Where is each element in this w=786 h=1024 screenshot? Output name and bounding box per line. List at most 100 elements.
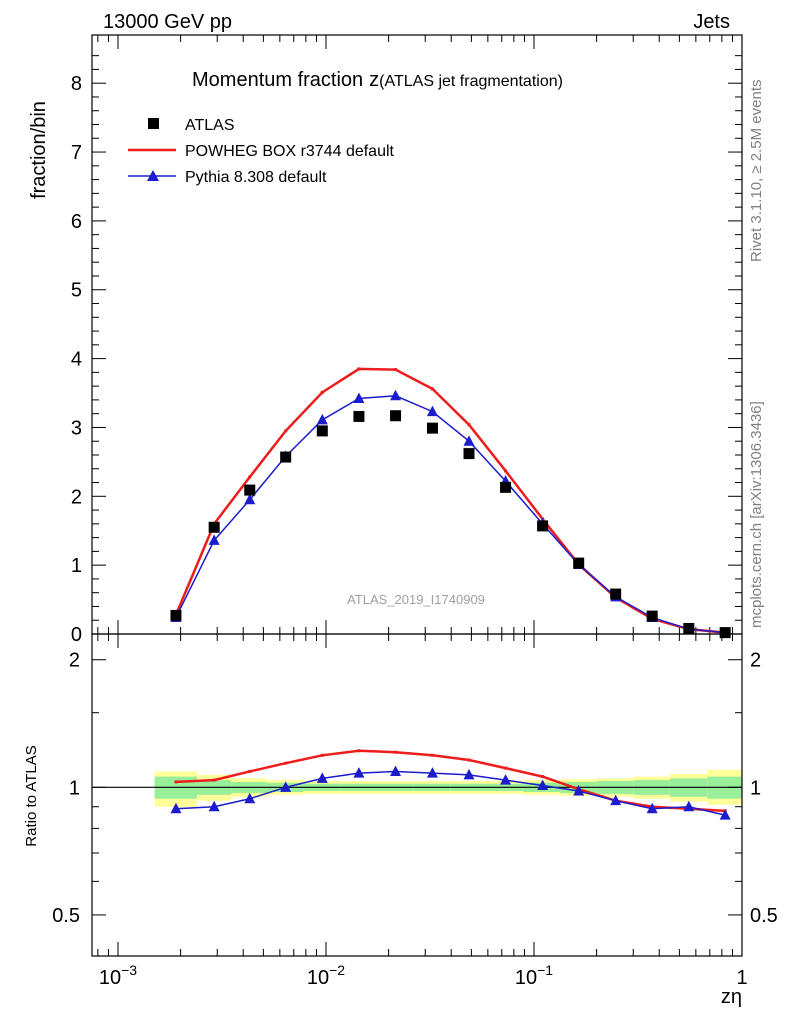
pythia-ratio-marker: [537, 779, 549, 790]
pythia-marker: [244, 493, 256, 505]
pythia-ratio-marker: [683, 800, 695, 812]
pythia-ratio-marker: [426, 767, 438, 778]
x-tick-label: 1: [736, 967, 747, 989]
x-axis-label: zη: [721, 986, 742, 1008]
atlas-data-point: [280, 451, 292, 463]
pythia-ratio-marker: [280, 781, 292, 792]
x-tick-label: 10−3: [99, 962, 137, 989]
pythia-ratio-line: [175, 770, 726, 816]
powheg-ratio-line: [175, 749, 726, 813]
powheg-ratio-point: [320, 753, 324, 757]
pythia-ratio-marker: [170, 802, 182, 814]
x-tick-label: 10−1: [515, 962, 553, 989]
ratio-tick-label-left: 0.5: [52, 905, 80, 927]
atlas-data-point: [463, 448, 475, 460]
rivet-version-label: Rivet 3.1.10, ≥ 2.5M events: [748, 80, 765, 263]
powheg-ratio-point: [430, 753, 434, 757]
atlas-data-point: [390, 410, 402, 422]
analysis-watermark: ATLAS_2019_I1740909: [347, 592, 485, 607]
powheg-ratio-point: [357, 749, 361, 753]
y-tick-label: 0: [71, 624, 82, 646]
ratio-tick-label-right: 1: [750, 777, 761, 799]
pythia-marker: [353, 392, 365, 404]
chart-title-symbol: z: [369, 69, 379, 91]
atlas-data-point: [683, 622, 695, 634]
atlas-data-point: [208, 521, 220, 533]
x-tick-label: 10−2: [307, 962, 345, 989]
pythia-ratio-marker: [353, 767, 365, 778]
legend-marker-pythia: [147, 170, 159, 181]
pythia-marker: [426, 405, 438, 417]
pythia-marker: [208, 534, 220, 545]
chart-title-suffix: (ATLAS jet fragmentation): [379, 73, 563, 90]
powheg-point: [357, 367, 361, 371]
powheg-ratio-point: [394, 750, 398, 754]
legend-label-atlas: ATLAS: [185, 117, 235, 134]
atlas-data-point: [500, 481, 512, 493]
powheg-point: [320, 390, 324, 394]
pythia-ratio-marker: [646, 802, 658, 814]
y-axis-label: fraction/bin: [28, 101, 50, 199]
legend-label-pythia: Pythia 8.308 default: [185, 169, 327, 186]
atlas-data-point: [426, 422, 438, 434]
pythia-ratio-marker: [390, 765, 402, 776]
process-label: Jets: [693, 11, 730, 33]
ratio-panel-frame: [91, 633, 743, 957]
y-tick-label: 3: [71, 417, 82, 439]
powheg-ratio-point: [541, 775, 545, 779]
powheg-line: [174, 367, 726, 634]
pythia-ratio-marker: [316, 772, 328, 783]
powheg-ratio-point: [248, 769, 252, 773]
powheg-point: [430, 387, 434, 391]
powheg-point: [284, 429, 288, 433]
powheg-ratio-point: [467, 758, 471, 762]
ratio-tick-label-right: 0.5: [750, 905, 778, 927]
y-tick-label: 5: [71, 280, 82, 302]
chart-title: Momentum fraction z(ATLAS jet fragmentati…: [192, 69, 563, 91]
powheg-point: [394, 368, 398, 372]
powheg-ratio-point: [174, 780, 178, 784]
ratio-axis-label: Ratio to ATLAS: [23, 745, 40, 846]
y-tick-label: 6: [71, 211, 82, 233]
atlas-data-point: [646, 610, 658, 622]
atlas-data-point: [316, 425, 328, 437]
y-tick-label: 2: [71, 486, 82, 508]
chart-title-text: Momentum fraction: [192, 69, 363, 91]
pythia-ratio-marker: [244, 792, 256, 804]
y-tick-label: 7: [71, 142, 82, 164]
atlas-data-point: [610, 588, 622, 600]
collision-label: 13000 GeV pp: [103, 11, 232, 33]
ratio-tick-label-left: 1: [69, 777, 80, 799]
mcplots-reference-label: mcplots.cern.ch [arXiv:1306.3436]: [748, 401, 765, 628]
pythia-ratio-marker: [719, 809, 731, 820]
atlas-data-point: [170, 609, 182, 621]
pythia-line: [175, 395, 726, 634]
pythia-ratio-marker: [610, 794, 622, 806]
pythia-ratio-marker: [208, 800, 220, 812]
atlas-data-point: [537, 520, 549, 532]
ratio-tick-label-left: 2: [69, 650, 80, 672]
atlas-data-point: [353, 410, 365, 422]
y-tick-label: 4: [71, 349, 82, 371]
pythia-marker: [316, 413, 328, 425]
powheg-ratio-point: [284, 761, 288, 765]
legend-label-powheg: POWHEG BOX r3744 default: [185, 143, 395, 160]
pythia-ratio-marker: [500, 774, 512, 785]
pythia-marker: [390, 389, 402, 401]
legend: ATLAS POWHEG BOX r3744 default Pythia 8.…: [128, 117, 395, 186]
powheg-point: [248, 475, 252, 479]
y-tick-label: 1: [71, 555, 82, 577]
powheg-point: [467, 423, 471, 427]
pythia-marker: [463, 435, 475, 446]
atlas-data-point: [244, 484, 256, 496]
powheg-ratio-point: [504, 766, 508, 770]
pythia-ratio-marker: [463, 768, 475, 780]
atlas-data-point: [719, 627, 731, 639]
powheg-ratio-point: [212, 778, 216, 782]
powheg-point: [504, 469, 508, 473]
y-tick-label: 8: [71, 73, 82, 95]
legend-marker-atlas: [148, 118, 159, 129]
ratio-tick-label-right: 2: [750, 650, 761, 672]
atlas-data-point: [573, 557, 585, 569]
